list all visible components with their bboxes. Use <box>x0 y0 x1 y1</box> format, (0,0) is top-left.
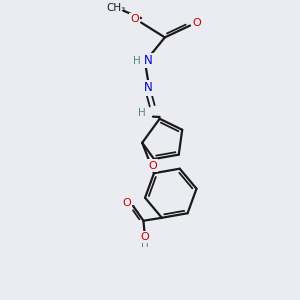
Text: N: N <box>144 81 153 94</box>
Text: CH₃: CH₃ <box>106 3 125 13</box>
Text: O: O <box>130 14 139 24</box>
Text: O: O <box>192 17 201 28</box>
Text: H: H <box>138 108 146 118</box>
Text: H: H <box>134 56 141 65</box>
Text: N: N <box>144 54 153 67</box>
Text: O: O <box>122 198 131 208</box>
Text: H: H <box>141 238 149 249</box>
Text: O: O <box>148 160 157 170</box>
Text: O: O <box>140 232 149 242</box>
